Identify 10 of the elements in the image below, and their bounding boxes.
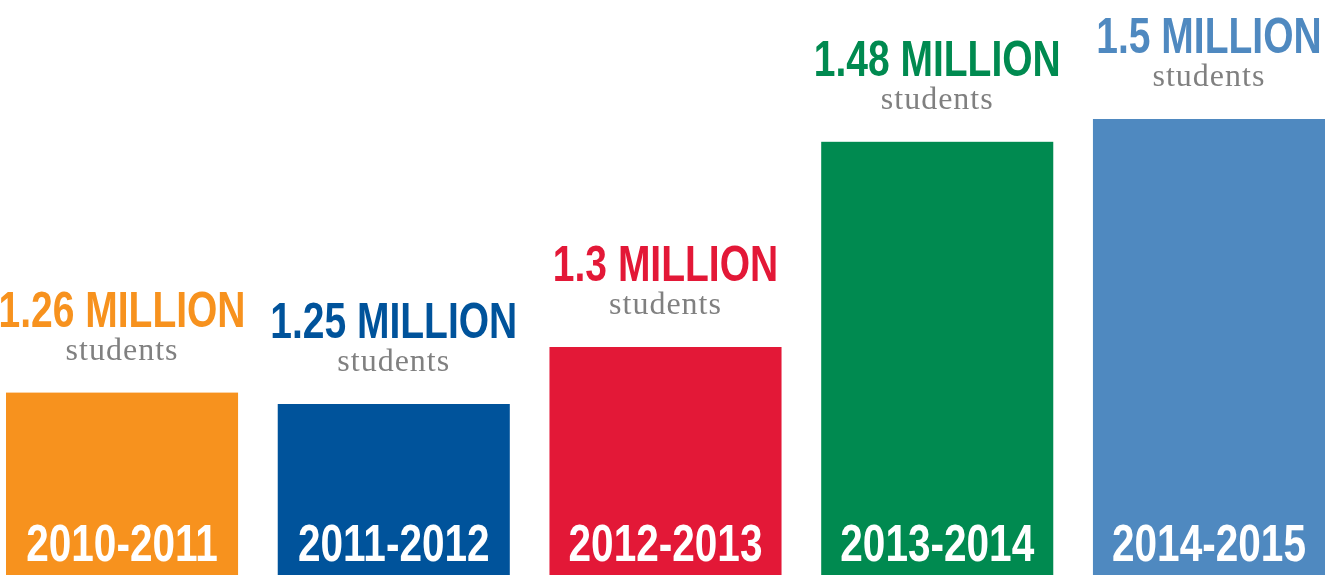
data-label: 1.3 MILLION students (552, 235, 779, 321)
x-tick-label: 2013-2014 (840, 514, 1035, 573)
x-tick-label: 2012-2013 (568, 514, 763, 573)
data-label: 1.26 MILLION students (0, 280, 246, 367)
x-tick-label: 2014-2015 (1111, 514, 1306, 573)
x-tick-label: 2011-2012 (297, 514, 490, 573)
data-label: 1.48 MILLION students (813, 30, 1061, 116)
data-label: 1.25 MILLION students (270, 292, 518, 378)
data-label: 1.5 MILLION students (1096, 7, 1322, 93)
x-tick-label: 2010-2011 (26, 514, 218, 573)
